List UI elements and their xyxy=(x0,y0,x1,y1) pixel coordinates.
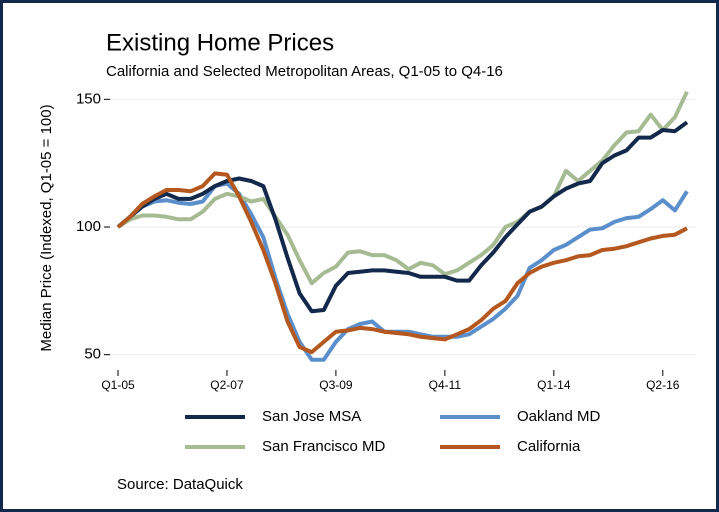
series-line xyxy=(116,120,689,314)
series-line xyxy=(116,90,689,286)
y-tick-label: 50 xyxy=(84,346,101,363)
legend-label: San Jose MSA xyxy=(262,408,361,425)
x-tick-label: Q2-07 xyxy=(210,378,244,392)
y-tick-label: 150 xyxy=(76,90,101,107)
source-note: Source: DataQuick xyxy=(117,476,243,493)
legend-label: Oakland MD xyxy=(517,408,601,425)
x-tick-label: Q1-14 xyxy=(537,378,571,392)
chart-title: Existing Home Prices xyxy=(106,29,334,56)
x-tick-label: Q3-09 xyxy=(319,378,353,392)
legend-label: California xyxy=(517,438,581,455)
x-tick-label: Q1-05 xyxy=(101,378,135,392)
legend-label: San Francisco MD xyxy=(262,438,386,455)
y-axis-label: Median Price (Indexed, Q1-05 = 100) xyxy=(38,104,55,351)
y-tick-label: 100 xyxy=(76,218,101,235)
x-tick-label: Q2-16 xyxy=(646,378,680,392)
series-line xyxy=(116,171,688,355)
x-tick-label: Q4-11 xyxy=(429,378,462,392)
chart-subtitle: California and Selected Metropolitan Are… xyxy=(106,63,503,80)
